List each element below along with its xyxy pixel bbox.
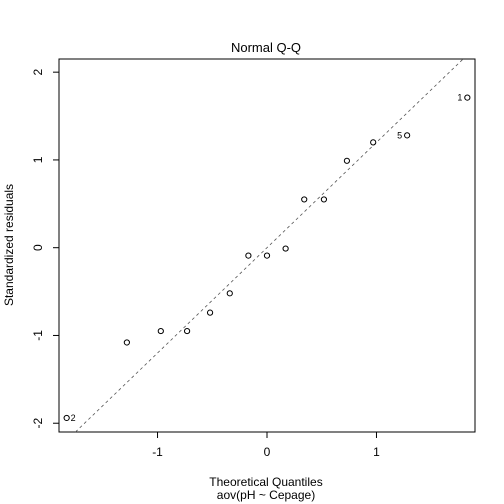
data-point <box>370 139 377 146</box>
data-point <box>226 290 233 297</box>
data-point <box>206 309 214 316</box>
x-tick-label: 1 <box>373 445 380 459</box>
point-label: 5 <box>397 130 402 140</box>
data-point <box>157 327 164 335</box>
data-point <box>320 196 328 203</box>
reference-line-layer <box>75 58 464 433</box>
point-label: 1 <box>457 93 462 103</box>
data-point <box>263 252 271 259</box>
x-axis-subtitle: aov(pH ~ Cepage) <box>217 488 315 502</box>
data-point <box>63 414 70 422</box>
qq-reference-line <box>75 58 464 433</box>
x-tick-label: -1 <box>152 445 163 459</box>
data-point <box>183 327 191 335</box>
y-tick-label: -1 <box>31 330 45 341</box>
y-tick-label: 0 <box>31 244 45 251</box>
data-point <box>301 196 308 203</box>
data-point <box>343 157 351 164</box>
data-point <box>464 94 471 101</box>
data-point <box>245 252 252 259</box>
point-label: 2 <box>71 413 76 423</box>
y-tick-label: -2 <box>31 418 45 429</box>
x-axis-label: Theoretical Quantiles <box>209 475 322 489</box>
x-axis: -1 0 1 <box>152 432 380 459</box>
x-tick-label: 0 <box>264 445 271 459</box>
points-layer: 2 5 1 <box>63 93 471 423</box>
y-tick-label: 1 <box>31 156 45 163</box>
y-axis-label: Standardized residuals <box>2 184 16 306</box>
data-point <box>123 339 130 346</box>
data-point <box>282 245 289 252</box>
y-tick-label: 2 <box>31 69 45 76</box>
data-point <box>404 132 411 139</box>
plot-frame <box>58 58 476 433</box>
chart-title: Normal Q-Q <box>231 40 301 55</box>
y-axis: -2 -1 0 1 2 <box>31 69 59 429</box>
